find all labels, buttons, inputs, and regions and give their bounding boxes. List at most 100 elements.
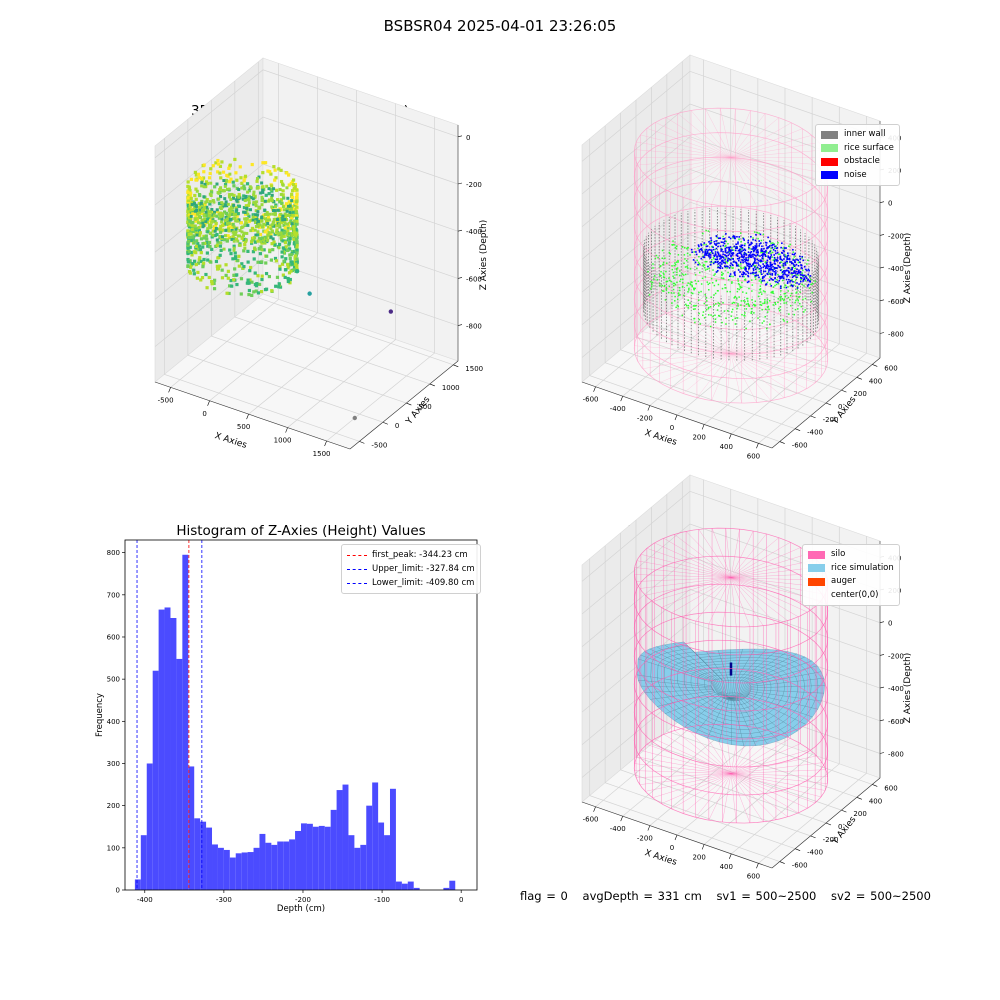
classify-noise-point bbox=[785, 286, 788, 289]
classify-noise-point bbox=[741, 250, 743, 253]
raw-point bbox=[260, 236, 264, 240]
classify-rice-surface-point bbox=[661, 257, 664, 260]
classify-cylinder-spoke bbox=[636, 337, 732, 354]
raw-point bbox=[282, 208, 286, 212]
raw-point bbox=[253, 248, 257, 252]
raw-point bbox=[294, 196, 299, 200]
raw-point bbox=[253, 236, 257, 240]
classify-noise-point bbox=[779, 269, 782, 272]
classify-noise-point bbox=[713, 255, 716, 258]
histogram-bar bbox=[395, 881, 402, 890]
simulation-x-tick bbox=[701, 844, 705, 850]
classify-rice-surface-point bbox=[670, 292, 673, 294]
classify-noise-point bbox=[711, 252, 714, 255]
classify-rice-surface-point bbox=[750, 312, 752, 314]
raw-point bbox=[293, 224, 297, 228]
classify-noise-point bbox=[774, 270, 777, 272]
raw-point bbox=[186, 196, 191, 200]
classify-noise-point bbox=[736, 235, 738, 238]
classify-z-tick bbox=[879, 234, 885, 236]
raw-point bbox=[285, 186, 289, 190]
simulation-cylinder-spoke bbox=[634, 770, 732, 774]
raw-point bbox=[213, 233, 217, 238]
classify-x-tick bbox=[674, 414, 678, 421]
raw-point bbox=[224, 180, 228, 184]
classify-noise-point bbox=[772, 248, 775, 251]
classify-rice-surface-point bbox=[683, 254, 686, 256]
classify-rice-surface-point bbox=[793, 284, 795, 286]
raw-point bbox=[289, 253, 293, 257]
raw-x-tick-label: 0 bbox=[202, 410, 206, 418]
raw-point bbox=[286, 226, 290, 230]
classify-rice-surface-point bbox=[758, 280, 761, 282]
classify-noise-point bbox=[759, 260, 761, 262]
classify-rice-surface-point bbox=[731, 319, 734, 321]
classify-rice-surface-point bbox=[741, 248, 743, 250]
raw-z-tick-label: 0 bbox=[466, 134, 470, 142]
raw-point bbox=[225, 291, 229, 295]
raw-point bbox=[294, 262, 298, 266]
classify-rice-surface-point bbox=[665, 289, 668, 291]
raw-point bbox=[289, 208, 293, 212]
raw-point bbox=[285, 171, 289, 175]
classify-noise-point bbox=[773, 260, 776, 263]
classify-rice-surface-point bbox=[674, 246, 677, 249]
classify-noise-point bbox=[767, 256, 770, 259]
classify-noise-point bbox=[768, 258, 771, 260]
simulation-cylinder-spoke bbox=[730, 773, 788, 817]
classify-rice-surface-point bbox=[743, 314, 745, 317]
classify-noise-point bbox=[796, 268, 798, 271]
classify-rice-surface-point bbox=[704, 293, 706, 296]
raw-point bbox=[240, 181, 244, 185]
classify-rice-surface-point bbox=[694, 308, 696, 310]
classify-noise-point bbox=[800, 266, 803, 269]
raw-point bbox=[249, 229, 253, 233]
classify-rice-surface-point bbox=[698, 262, 701, 265]
legend-item-obstacle: obstacle bbox=[821, 155, 894, 169]
classify-zlabel: Z Axies (Depth) bbox=[903, 233, 913, 304]
classify-noise-point bbox=[756, 245, 758, 247]
classify-cylinder-spoke bbox=[640, 330, 732, 354]
raw-point bbox=[210, 282, 214, 286]
classify-noise-point bbox=[769, 250, 771, 253]
classify-rice-surface-point bbox=[744, 300, 746, 303]
raw-point bbox=[263, 209, 267, 213]
simulation-cylinder-spoke bbox=[730, 773, 764, 822]
raw-point bbox=[252, 190, 256, 194]
raw-point bbox=[272, 217, 276, 221]
classify-noise-point bbox=[783, 250, 785, 253]
classify-noise-point bbox=[735, 264, 738, 267]
raw-point bbox=[215, 210, 220, 214]
classify-noise-point bbox=[734, 237, 736, 240]
classify-noise-point bbox=[712, 248, 715, 251]
classify-rice-surface-point bbox=[681, 273, 684, 275]
raw-z-tick-label: -200 bbox=[466, 181, 482, 189]
raw-point bbox=[290, 189, 295, 193]
classify-noise-point bbox=[697, 263, 699, 266]
classify-noise-point bbox=[749, 263, 752, 266]
classify-noise-point bbox=[721, 259, 723, 262]
raw-point bbox=[241, 197, 245, 201]
simulation-cylinder-spoke bbox=[646, 548, 732, 578]
raw-point bbox=[216, 256, 220, 260]
classify-rice-surface-point bbox=[751, 284, 754, 286]
classify-cylinder-spoke bbox=[730, 149, 825, 158]
raw-point bbox=[292, 227, 296, 231]
raw-point bbox=[200, 276, 205, 280]
classify-noise-point bbox=[787, 270, 790, 272]
raw-point bbox=[199, 208, 203, 212]
histogram-bar bbox=[259, 833, 266, 890]
classify-rice-surface-point bbox=[697, 261, 700, 264]
classify-noise-point bbox=[738, 252, 741, 254]
raw-point bbox=[283, 241, 287, 245]
raw-point bbox=[250, 238, 254, 242]
raw-point bbox=[202, 163, 206, 167]
raw-point bbox=[276, 224, 280, 228]
raw-point bbox=[226, 234, 230, 238]
raw-point bbox=[283, 218, 287, 222]
histogram-bar bbox=[152, 670, 159, 890]
raw-point bbox=[289, 219, 293, 223]
classify-noise-point bbox=[766, 246, 769, 249]
raw-point bbox=[196, 172, 201, 176]
